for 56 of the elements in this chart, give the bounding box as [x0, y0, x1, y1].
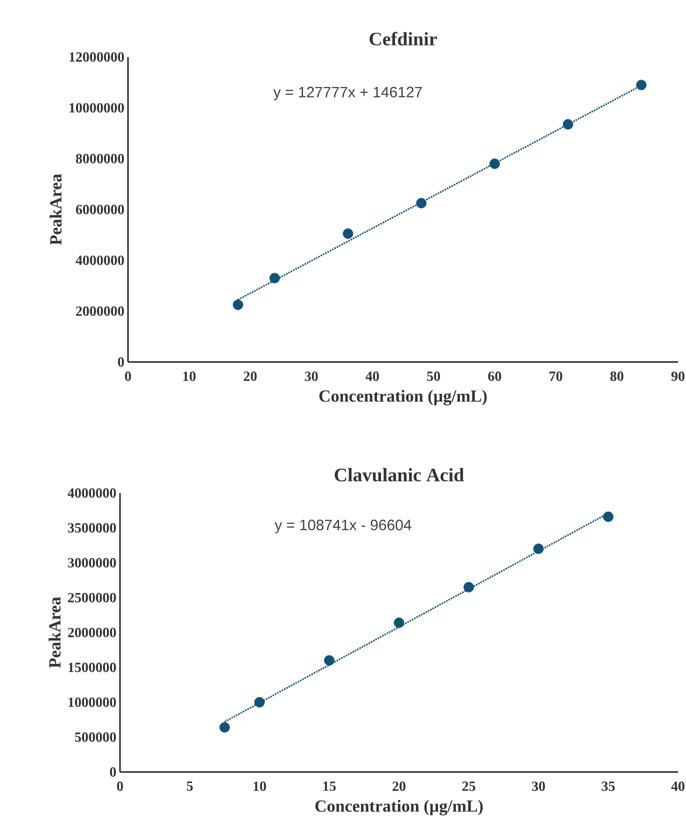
x-tick-label: 10 [183, 372, 196, 381]
y-tick-label: 2000000 [76, 306, 124, 316]
x-tick-label: 40 [671, 782, 684, 791]
point [394, 618, 404, 628]
point [324, 655, 334, 666]
chart-title: Clavulanic Acid [334, 468, 464, 482]
point [603, 512, 614, 522]
annotation: y = 127777x + 146127 [273, 86, 422, 100]
y-tick-label: 4000000 [68, 488, 116, 498]
x-tick-label: 50 [427, 372, 440, 381]
y-tick-label: 1500000 [68, 662, 116, 672]
y-tick-label: 4000000 [76, 256, 124, 266]
y-tick-label: 8000000 [76, 154, 124, 164]
x-tick-label: 30 [304, 372, 318, 381]
point [254, 697, 265, 708]
point [533, 544, 544, 554]
x-axis-title: Concentration (µg/mL) [319, 390, 487, 406]
x-tick-label: 10 [254, 782, 266, 791]
x-tick-label: 35 [602, 782, 615, 791]
y-tick-label: 10000000 [70, 103, 124, 113]
point [562, 119, 574, 130]
point [636, 80, 647, 90]
point [416, 198, 427, 208]
chart-title: Cefdinir [370, 32, 437, 46]
x-tick-label: 80 [610, 372, 624, 381]
x-tick-label: 25 [462, 782, 476, 791]
x-tick-label: 70 [550, 372, 562, 381]
point [342, 228, 354, 239]
point [464, 582, 474, 592]
point [489, 158, 500, 169]
y-tick-label: 3500000 [68, 523, 116, 533]
y-axis-title: PeakArea [50, 174, 62, 245]
x-tick-label: 60 [488, 372, 502, 381]
y-tick-label: 12000000 [70, 52, 124, 62]
x-tick-label: 30 [532, 782, 545, 791]
x-axis-title: Concentration (µg/mL) [315, 800, 483, 816]
y-tick-label: 1000000 [68, 698, 116, 707]
y-tick-label: 2500000 [68, 592, 116, 602]
y-tick-label: 500000 [75, 732, 116, 742]
point [269, 272, 280, 284]
x-tick-label: 90 [671, 372, 684, 381]
x-tick-label: 0 [125, 372, 131, 381]
point [219, 722, 230, 733]
x-tick-label: 5 [186, 782, 193, 791]
x-tick-label: 40 [366, 372, 379, 381]
y-tick-label: 6000000 [76, 204, 124, 214]
y-tick-label: 2000000 [68, 628, 116, 638]
x-tick-label: 20 [392, 782, 406, 791]
y-tick-label: 0 [118, 357, 124, 367]
point [232, 300, 244, 310]
y-tick-label: 0 [110, 767, 116, 777]
x-tick-label: 15 [323, 782, 336, 791]
y-axis-title: PeakArea [48, 597, 61, 668]
x-tick-label: 20 [244, 372, 257, 381]
y-tick-label: 3000000 [68, 558, 116, 568]
annotation: y = 108741x - 96604 [274, 520, 412, 534]
